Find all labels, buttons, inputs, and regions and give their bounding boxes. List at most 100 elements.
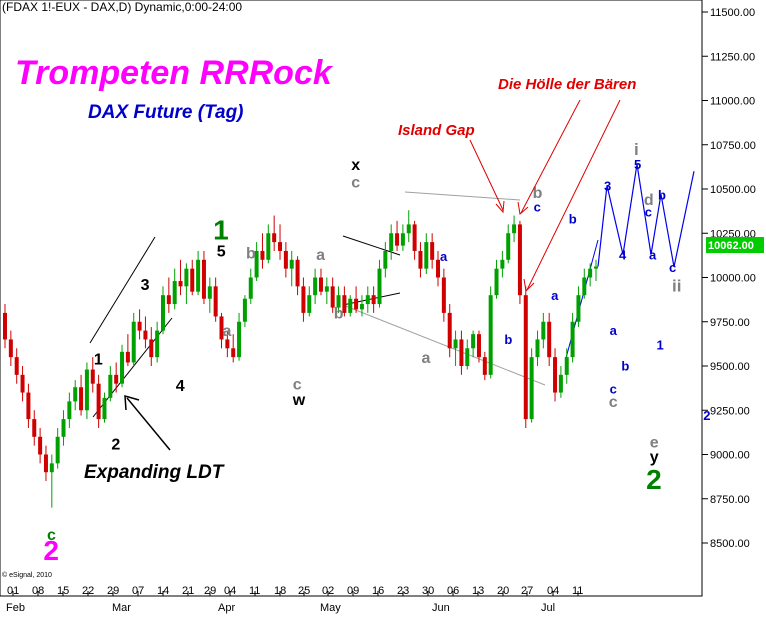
x-tick-label: 18 bbox=[274, 585, 286, 597]
ldt-arrow bbox=[124, 394, 171, 451]
candle-body bbox=[512, 224, 517, 234]
candle-body bbox=[120, 351, 125, 384]
candle-body bbox=[90, 369, 95, 384]
candle-body bbox=[482, 357, 487, 375]
candle-body bbox=[108, 374, 113, 398]
wave-label: c bbox=[534, 199, 541, 214]
y-tick-label: 9250.00 bbox=[710, 405, 750, 417]
x-tick-label: 22 bbox=[82, 585, 94, 597]
chart-subtitle: DAX Future (Tag) bbox=[88, 102, 244, 123]
wave-label: a bbox=[610, 323, 618, 338]
wave-label: y bbox=[650, 449, 659, 466]
wave-label: c bbox=[293, 376, 302, 393]
wave-label: d bbox=[644, 192, 654, 209]
candle-body bbox=[125, 351, 130, 363]
candle-body bbox=[254, 250, 259, 278]
x-tick-label: 01 bbox=[7, 585, 19, 597]
plot-frame bbox=[0, 0, 703, 597]
x-tick-label: 29 bbox=[107, 585, 119, 597]
x-tick-label: 20 bbox=[497, 585, 509, 597]
wave-label: b bbox=[533, 185, 543, 202]
y-tick-label: 10750.00 bbox=[710, 140, 756, 152]
candle-body bbox=[324, 286, 329, 292]
candle-body bbox=[582, 277, 587, 296]
last-price-box bbox=[706, 237, 764, 253]
wave-label: c bbox=[645, 205, 652, 220]
candle-body bbox=[436, 259, 441, 278]
candle-body bbox=[43, 454, 48, 473]
triangle-lower-line bbox=[342, 292, 401, 306]
candle-body bbox=[488, 295, 493, 375]
candle-body bbox=[20, 374, 25, 393]
lower-trendline bbox=[342, 304, 546, 386]
candle-body bbox=[412, 224, 417, 251]
candle-body bbox=[225, 339, 230, 349]
x-month-label: Jul bbox=[541, 602, 555, 614]
wave-label: 1 bbox=[213, 215, 229, 246]
candle-body bbox=[73, 387, 78, 402]
candle-body bbox=[160, 295, 165, 331]
candle-body bbox=[453, 339, 458, 349]
candle-body bbox=[278, 242, 283, 251]
candle-body bbox=[406, 224, 411, 234]
x-tick-label: 11 bbox=[249, 585, 260, 597]
candle-body bbox=[377, 268, 382, 305]
x-tick-label: 09 bbox=[347, 585, 359, 597]
candle-body bbox=[190, 268, 195, 292]
wave-label: e bbox=[650, 435, 659, 452]
candle-body bbox=[237, 321, 242, 358]
candle-body bbox=[523, 295, 528, 420]
wave-label: b bbox=[504, 332, 512, 347]
x-month-label: Jun bbox=[432, 602, 450, 614]
candle-body bbox=[178, 281, 183, 287]
x-tick-label: 16 bbox=[372, 585, 384, 597]
wave-label: 1 bbox=[94, 352, 103, 369]
candle-body bbox=[207, 286, 212, 299]
candle-body bbox=[547, 321, 552, 358]
candle-body bbox=[32, 419, 37, 437]
ldt-label: Expanding LDT bbox=[84, 462, 225, 483]
candle-body bbox=[196, 259, 201, 292]
projection-label: 3 bbox=[604, 178, 611, 193]
candle-body bbox=[365, 295, 370, 305]
candle-body bbox=[260, 250, 265, 260]
projection-label: c bbox=[669, 260, 676, 275]
candle-body bbox=[447, 312, 452, 349]
candle-body bbox=[26, 392, 31, 420]
candle-body bbox=[395, 233, 400, 246]
x-tick-label: 13 bbox=[472, 585, 484, 597]
x-tick-label: 29 bbox=[204, 585, 216, 597]
ldt-arrowhead bbox=[124, 394, 140, 411]
y-tick-label: 11000.00 bbox=[710, 96, 755, 108]
candle-body bbox=[465, 348, 470, 366]
candle-body bbox=[131, 321, 136, 363]
candle-body bbox=[553, 357, 558, 393]
x-tick-label: 30 bbox=[422, 585, 434, 597]
hoelle-arrow-1 bbox=[520, 99, 581, 214]
projection-label: a bbox=[649, 247, 657, 262]
candle-body bbox=[558, 374, 563, 393]
candle-body bbox=[318, 277, 323, 292]
candle-body bbox=[79, 387, 84, 411]
candle-body bbox=[301, 286, 306, 313]
candle-body bbox=[529, 357, 534, 420]
candle-body bbox=[588, 268, 593, 278]
x-month-label: Feb bbox=[6, 602, 25, 614]
candle-layer bbox=[3, 210, 598, 508]
red-arrows bbox=[469, 99, 621, 293]
candle-body bbox=[313, 277, 318, 296]
island-gap-label: Island Gap bbox=[398, 122, 475, 139]
island-gap-arrow bbox=[469, 139, 504, 211]
wave-label: 2 bbox=[646, 464, 662, 495]
candle-body bbox=[459, 339, 464, 366]
wave-label: 2 bbox=[43, 535, 59, 566]
candle-body bbox=[67, 401, 72, 420]
candle-body bbox=[38, 436, 43, 455]
candle-body bbox=[383, 250, 388, 269]
wave-label: 3 bbox=[141, 277, 150, 294]
candle-body bbox=[330, 286, 335, 308]
projection-label: 5 bbox=[634, 157, 641, 172]
wave-label: a bbox=[223, 323, 232, 340]
y-axis-ticks: 11500.00 11250.00 11000.00 10750.00 10500.00… bbox=[702, 7, 756, 550]
